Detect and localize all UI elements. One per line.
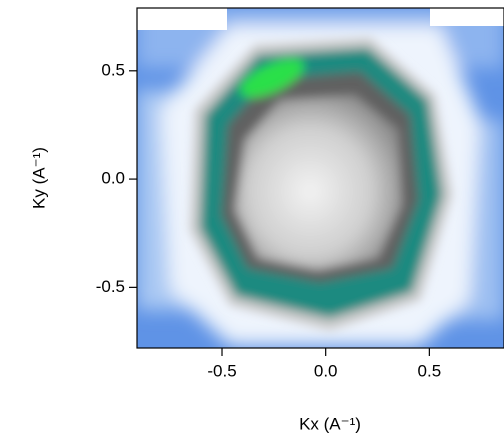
y-axis-label: Ky (A⁻¹): [29, 147, 48, 209]
y-tick-label: 0.0: [101, 169, 125, 188]
fermi-surface: [190, 38, 452, 330]
x-tick-label: 0.0: [314, 361, 338, 380]
no-data-region: [137, 8, 227, 30]
intensity-map: [137, 8, 504, 348]
x-tick-label: 0.5: [418, 361, 442, 380]
y-tick-label: -0.5: [96, 277, 125, 296]
plot-frame: [136, 7, 504, 349]
x-axis-label: Kx (A⁻¹): [299, 414, 361, 433]
y-tick-label: 0.5: [101, 60, 125, 79]
x-tick-label: -0.5: [207, 361, 236, 380]
no-data-region: [430, 8, 504, 26]
